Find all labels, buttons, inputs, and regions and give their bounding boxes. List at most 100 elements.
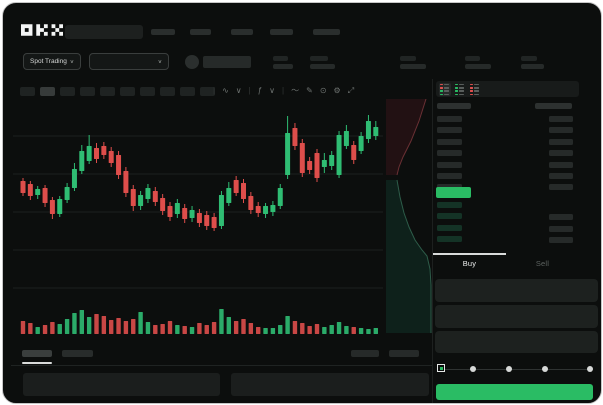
asks-book-icon[interactable] [469, 83, 481, 96]
bottom-tab[interactable] [62, 350, 93, 357]
amount-input[interactable] [435, 305, 598, 328]
divider: | [282, 86, 285, 95]
divider [432, 79, 433, 403]
divider: | [213, 86, 216, 95]
last-price-placeholder [203, 56, 251, 68]
ask-size-placeholder[interactable] [549, 127, 573, 134]
chevron-down-icon: ∨ [69, 59, 74, 64]
timeframe-button[interactable] [40, 87, 55, 96]
candle-style-icon[interactable]: ∿ [222, 86, 229, 95]
stat-label-placeholder [273, 56, 288, 61]
orderbook-col-header [437, 103, 471, 109]
orderbook-view-switcher [439, 83, 481, 96]
stat-label-placeholder [465, 56, 480, 61]
divider: | [248, 86, 251, 95]
ask-size-placeholder[interactable] [549, 116, 573, 122]
active-tab-underline [22, 362, 52, 364]
timeframe-button[interactable] [60, 87, 75, 96]
total-input[interactable] [435, 331, 598, 353]
camera-icon[interactable]: ⊙ [319, 86, 327, 95]
bid-price-placeholder[interactable] [437, 213, 462, 220]
nav-item[interactable] [151, 29, 175, 35]
chevron-down-icon[interactable]: ∨ [235, 86, 242, 95]
stat-label-placeholder [521, 56, 537, 61]
bid-price-placeholder[interactable] [437, 224, 462, 231]
bid-size-placeholder[interactable] [549, 214, 573, 221]
bottom-right-button[interactable] [389, 350, 419, 357]
line-tool-icon[interactable]: 〜 [291, 86, 300, 95]
slider-handle-fill [439, 366, 443, 370]
buy-tab-indicator [433, 253, 506, 255]
ask-price-placeholder[interactable] [437, 161, 462, 168]
bid-price-placeholder[interactable] [437, 235, 462, 242]
indicators-icon[interactable]: ƒ [257, 86, 263, 95]
slider-step-dot[interactable] [587, 366, 593, 372]
stat-value-placeholder [273, 64, 293, 69]
tab-buy[interactable]: Buy [462, 259, 477, 268]
timeframe-button[interactable] [120, 87, 135, 96]
tab-sell[interactable]: Sell [535, 259, 550, 268]
stat-value-placeholder [310, 64, 335, 69]
chevron-down-icon: ∨ [157, 59, 162, 64]
timeframe-button[interactable] [200, 87, 215, 96]
last-price-highlight[interactable] [436, 187, 471, 198]
buy-submit-button[interactable] [436, 384, 593, 400]
timeframe-button[interactable] [160, 87, 175, 96]
orders-panel-placeholder [231, 373, 429, 396]
timeframe-button[interactable] [80, 87, 95, 96]
slider-step-dot[interactable] [506, 366, 512, 372]
market-type-dropdown[interactable]: Spot Trading ∨ [23, 53, 81, 70]
ask-price-placeholder[interactable] [437, 138, 462, 145]
ask-size-placeholder[interactable] [549, 161, 573, 168]
ask-price-placeholder[interactable] [437, 116, 462, 122]
stat-value-placeholder [521, 64, 544, 69]
slider-step-dot[interactable] [470, 366, 476, 372]
chart-tools: | ∿ ∨ | ƒ ∨ | 〜 ✎ ⊙ ⚙ ⤢ [213, 86, 354, 96]
settings-icon[interactable]: ⚙ [333, 86, 341, 95]
divider [11, 365, 432, 366]
bottom-right-button[interactable] [351, 350, 379, 357]
timeframe-button[interactable] [100, 87, 115, 96]
bid-price-placeholder[interactable] [437, 202, 462, 208]
coin-icon [185, 55, 199, 69]
amount-slider-track[interactable] [441, 368, 591, 370]
bottom-tab-active[interactable] [22, 350, 52, 357]
orders-panel-placeholder [23, 373, 220, 396]
ask-size-placeholder[interactable] [549, 173, 573, 179]
ask-size-placeholder[interactable] [549, 138, 573, 145]
pair-dropdown[interactable]: ∨ [89, 53, 169, 70]
ask-size-placeholder[interactable] [549, 184, 573, 191]
orderbook-col-header [535, 103, 572, 109]
timeframe-button[interactable] [180, 87, 195, 96]
nav-item[interactable] [190, 29, 211, 35]
market-type-label: Spot Trading [30, 58, 67, 65]
ask-price-placeholder[interactable] [437, 127, 462, 134]
candlestick-chart-canvas[interactable] [11, 99, 432, 345]
nav-item[interactable] [313, 29, 340, 35]
combined-book-icon[interactable] [439, 83, 451, 96]
fullscreen-icon[interactable]: ⤢ [347, 86, 355, 95]
bid-size-placeholder[interactable] [549, 236, 573, 243]
stat-value-placeholder [400, 64, 426, 69]
okx-logo [21, 24, 63, 36]
stat-label-placeholder [400, 56, 416, 61]
stat-value-placeholder [465, 64, 491, 69]
slider-handle[interactable] [437, 364, 445, 372]
timeframe-button[interactable] [20, 87, 35, 96]
nav-item[interactable] [270, 29, 293, 35]
stat-label-placeholder [310, 56, 328, 61]
timeframe-button[interactable] [140, 87, 155, 96]
nav-item[interactable] [231, 29, 253, 35]
price-input[interactable] [435, 279, 598, 302]
chevron-down-icon[interactable]: ∨ [269, 86, 276, 95]
bid-size-placeholder[interactable] [549, 225, 573, 232]
ask-price-placeholder[interactable] [437, 173, 462, 179]
draw-icon[interactable]: ✎ [306, 86, 313, 95]
search-input[interactable] [65, 25, 143, 39]
bids-book-icon[interactable] [454, 83, 466, 96]
ask-size-placeholder[interactable] [549, 150, 573, 157]
ask-price-placeholder[interactable] [437, 150, 462, 157]
slider-step-dot[interactable] [542, 366, 548, 372]
